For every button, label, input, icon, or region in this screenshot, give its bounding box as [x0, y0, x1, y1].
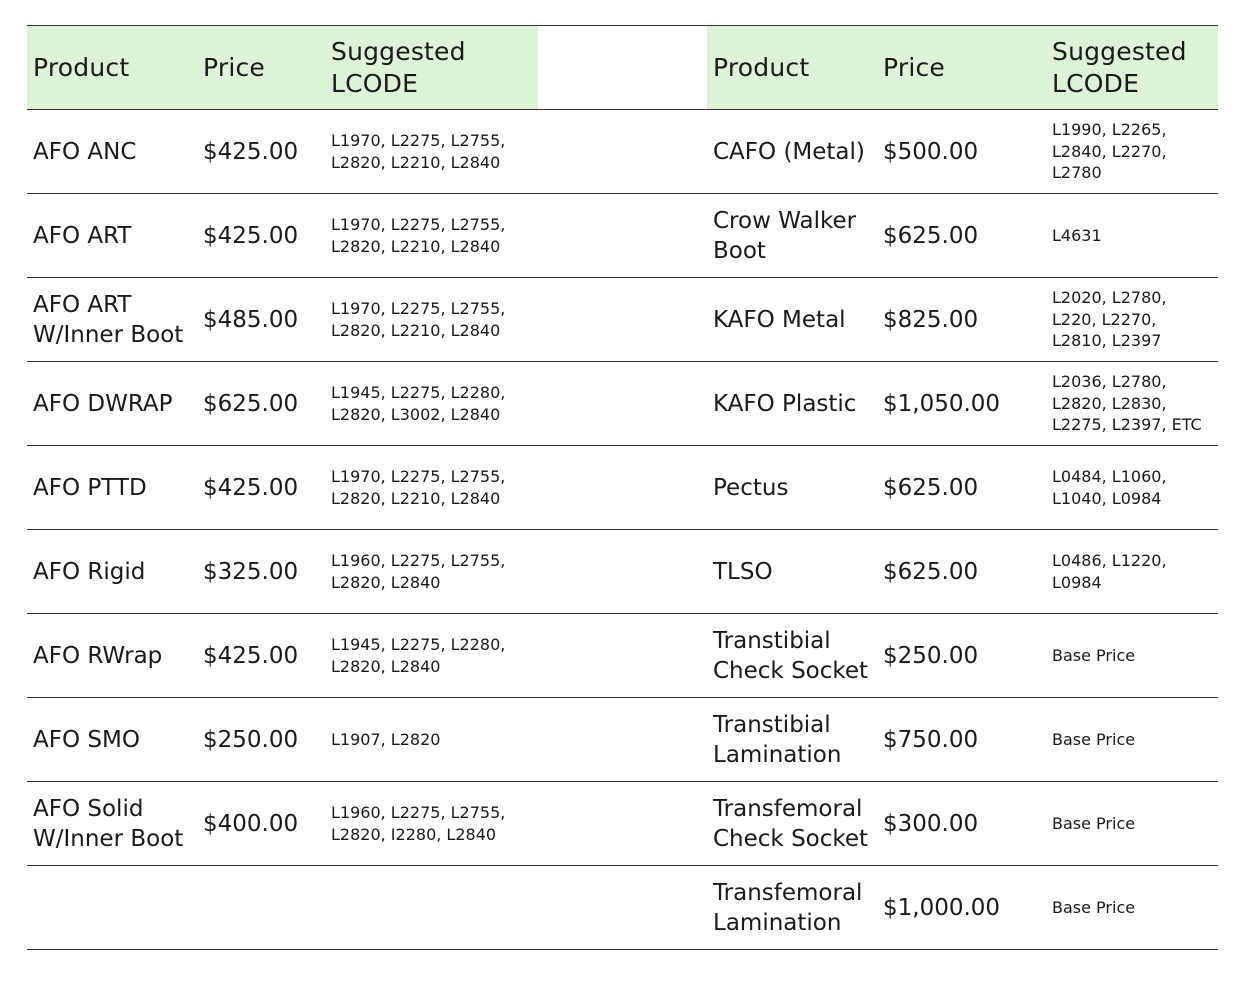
right-lcode-cell: L2036, L2780, L2820, L2830, L2275, L2397…: [1052, 372, 1202, 435]
right-lcode-cell: L0486, L1220, L0984: [1052, 551, 1167, 592]
right-product-cell: Transtibial Lamination: [713, 711, 842, 768]
left-lcode-cell: L1960, L2275, L2755, L2820, L2840: [331, 551, 506, 592]
right-product-cell: Transfemoral Lamination: [713, 879, 863, 936]
left-lcode-cell: L1945, L2275, L2280, L2820, L3002, L2840: [331, 383, 506, 424]
right-lcode-cell: Base Price: [1052, 897, 1136, 917]
table-row: Transfemoral Lamination $1,000.00 Base P…: [27, 866, 1218, 950]
row-gap: [538, 110, 707, 194]
right-lcode-cell: Base Price: [1052, 729, 1136, 749]
table-row: AFO ANC $425.00 L1970, L2275, L2755, L28…: [27, 110, 1218, 194]
right-product-cell: Transtibial Check Socket: [713, 627, 869, 684]
right-price-header: Price: [877, 25, 1046, 110]
left-price-cell: $400.00: [203, 810, 299, 837]
right-price-cell: $250.00: [883, 642, 979, 669]
right-lcode-header: Suggested LCODE: [1046, 25, 1218, 110]
left-lcode-cell: L1970, L2275, L2755, L2820, L2210, L2840: [331, 299, 506, 340]
row-gap: [538, 362, 707, 446]
left-product-cell: [27, 866, 197, 950]
left-price-cell: $485.00: [203, 306, 299, 333]
right-price-cell: $825.00: [883, 306, 979, 333]
left-lcode-cell: [325, 866, 538, 950]
left-price-cell: $325.00: [203, 558, 299, 585]
left-price-cell: [197, 866, 325, 950]
table-row: AFO ART $425.00 L1970, L2275, L2755, L28…: [27, 194, 1218, 278]
right-price-cell: $625.00: [883, 474, 979, 501]
left-price-header: Price: [197, 25, 325, 110]
right-lcode-cell: L2020, L2780, L220, L2270, L2810, L2397: [1052, 288, 1167, 351]
right-product-cell: CAFO (Metal): [713, 138, 865, 165]
left-lcode-cell: L1945, L2275, L2280, L2820, L2840: [331, 635, 506, 676]
table-row: AFO RWrap $425.00 L1945, L2275, L2280, L…: [27, 614, 1218, 698]
right-product-cell: Crow Walker Boot: [713, 207, 857, 264]
right-lcode-cell: Base Price: [1052, 645, 1136, 665]
right-product-cell: Transfemoral Check Socket: [713, 795, 869, 852]
row-gap: [538, 782, 707, 866]
left-price-cell: $425.00: [203, 222, 299, 249]
left-product-cell: AFO ANC: [33, 138, 137, 165]
header-row: Product Price Suggested LCODE Product Pr…: [27, 25, 1218, 110]
right-price-cell: $625.00: [883, 222, 979, 249]
right-price-cell: $750.00: [883, 726, 979, 753]
row-gap: [538, 866, 707, 950]
row-gap: [538, 446, 707, 530]
left-lcode-cell: L1970, L2275, L2755, L2820, L2210, L2840: [331, 131, 506, 172]
left-product-cell: AFO ART W/Inner Boot: [33, 291, 184, 348]
left-price-cell: $425.00: [203, 642, 299, 669]
left-product-header: Product: [27, 25, 197, 110]
right-product-cell: TLSO: [713, 558, 773, 585]
right-lcode-cell: L0484, L1060, L1040, L0984: [1052, 467, 1167, 508]
left-lcode-cell: L1960, L2275, L2755, L2820, I2280, L2840: [331, 803, 506, 844]
left-price-cell: $625.00: [203, 390, 299, 417]
right-product-cell: KAFO Metal: [713, 306, 846, 333]
table-row: AFO Rigid $325.00 L1960, L2275, L2755, L…: [27, 530, 1218, 614]
left-price-cell: $425.00: [203, 138, 299, 165]
header-gap: [538, 25, 707, 110]
left-product-cell: AFO Rigid: [33, 558, 146, 585]
left-price-cell: $425.00: [203, 474, 299, 501]
right-lcode-cell: L1990, L2265, L2840, L2270, L2780: [1052, 120, 1167, 183]
right-product-cell: KAFO Plastic: [713, 390, 857, 417]
right-price-cell: $300.00: [883, 810, 979, 837]
table-row: AFO SMO $250.00 L1907, L2820 Transtibial…: [27, 698, 1218, 782]
left-product-cell: AFO RWrap: [33, 642, 163, 669]
left-product-cell: AFO SMO: [33, 726, 140, 753]
price-table: Product Price Suggested LCODE Product Pr…: [27, 25, 1218, 950]
right-product-cell: Pectus: [713, 474, 789, 501]
right-price-cell: $1,000.00: [883, 894, 1001, 921]
table-row: AFO DWRAP $625.00 L1945, L2275, L2280, L…: [27, 362, 1218, 446]
row-gap: [538, 530, 707, 614]
right-price-cell: $500.00: [883, 138, 979, 165]
right-lcode-cell: Base Price: [1052, 813, 1136, 833]
left-lcode-cell: L1907, L2820: [331, 729, 441, 749]
row-gap: [538, 698, 707, 782]
left-lcode-cell: L1970, L2275, L2755, L2820, L2210, L2840: [331, 467, 506, 508]
right-product-header: Product: [707, 25, 877, 110]
left-product-cell: AFO DWRAP: [33, 390, 173, 417]
left-lcode-cell: L1970, L2275, L2755, L2820, L2210, L2840: [331, 215, 506, 256]
left-product-cell: AFO ART: [33, 222, 132, 249]
table-row: AFO PTTD $425.00 L1970, L2275, L2755, L2…: [27, 446, 1218, 530]
table-row: AFO Solid W/Inner Boot $400.00 L1960, L2…: [27, 782, 1218, 866]
left-price-cell: $250.00: [203, 726, 299, 753]
right-lcode-cell: L4631: [1052, 225, 1102, 245]
left-lcode-header: Suggested LCODE: [325, 25, 538, 110]
right-price-cell: $625.00: [883, 558, 979, 585]
row-gap: [538, 194, 707, 278]
right-price-cell: $1,050.00: [883, 390, 1001, 417]
left-product-cell: AFO PTTD: [33, 474, 147, 501]
row-gap: [538, 614, 707, 698]
row-gap: [538, 278, 707, 362]
table-row: AFO ART W/Inner Boot $485.00 L1970, L227…: [27, 278, 1218, 362]
left-product-cell: AFO Solid W/Inner Boot: [33, 795, 184, 852]
